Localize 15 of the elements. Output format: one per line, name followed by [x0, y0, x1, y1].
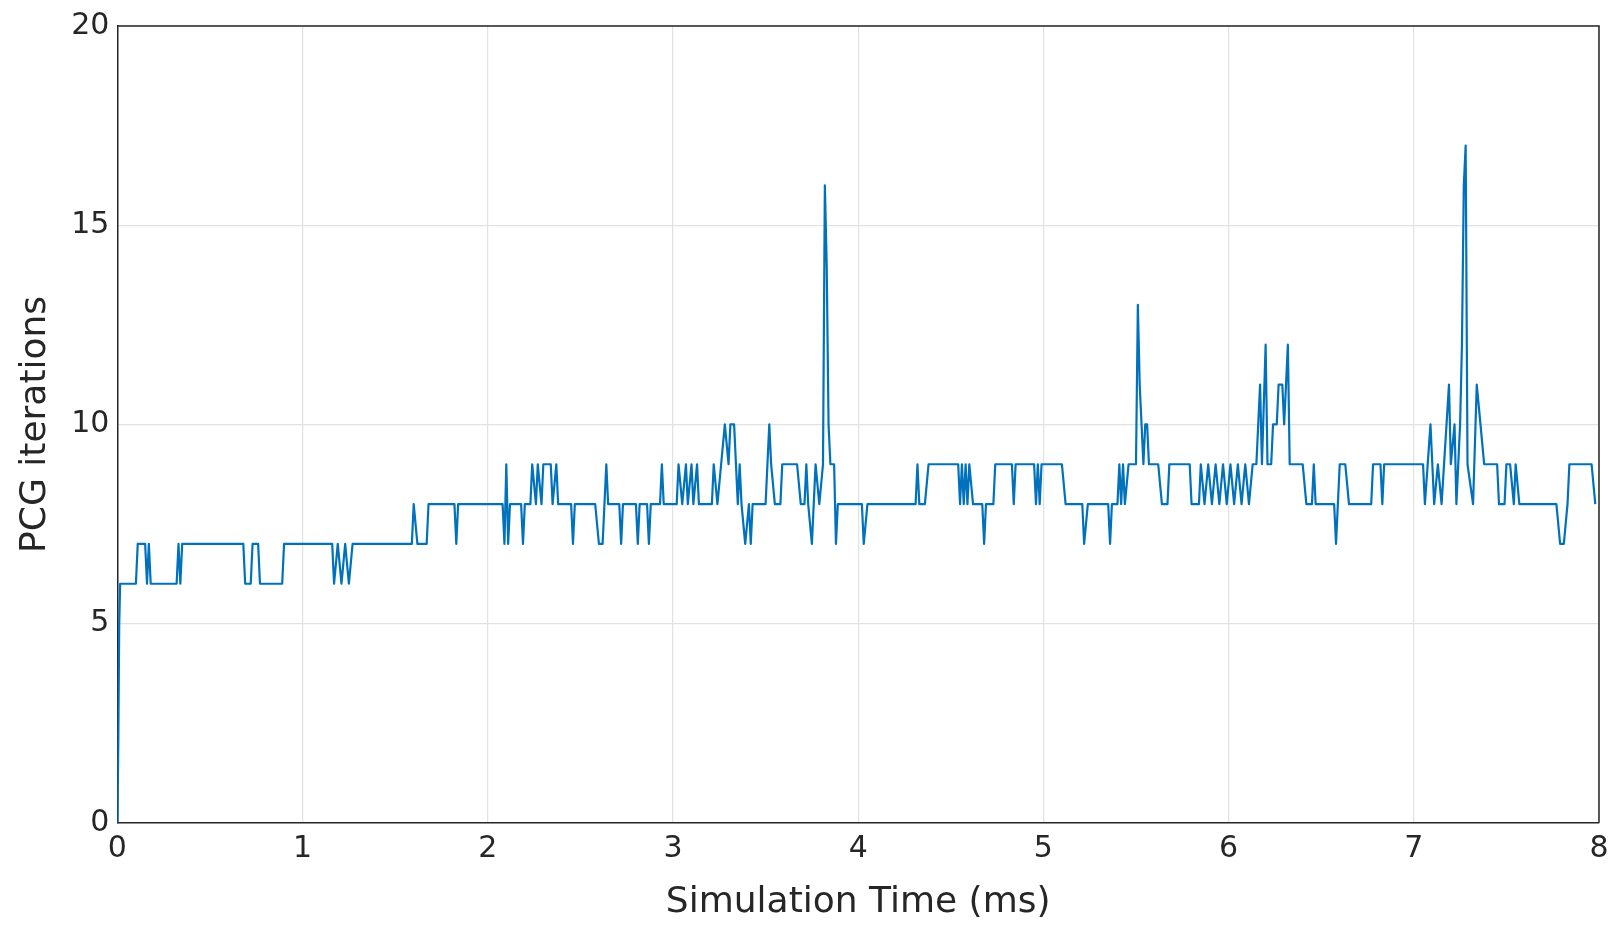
x-tick-label: 2	[478, 828, 498, 864]
x-tick-label: 6	[1219, 828, 1239, 864]
x-tick-label: 8	[1589, 828, 1609, 864]
x-axis-title: Simulation Time (ms)	[665, 878, 1051, 920]
y-tick-label: 15	[71, 205, 110, 240]
y-tick-label: 5	[90, 603, 110, 639]
x-tick-label: 4	[848, 828, 868, 864]
y-tick-label: 20	[71, 5, 110, 41]
y-tick-label: 0	[90, 802, 110, 838]
y-axis-title: PCG iterations	[11, 295, 53, 553]
x-tick-label: 3	[663, 828, 683, 864]
y-tick-label: 10	[71, 404, 110, 440]
x-tick-label: 7	[1404, 828, 1424, 864]
x-tick-label: 1	[293, 828, 313, 864]
x-tick-label: 5	[1033, 828, 1053, 864]
